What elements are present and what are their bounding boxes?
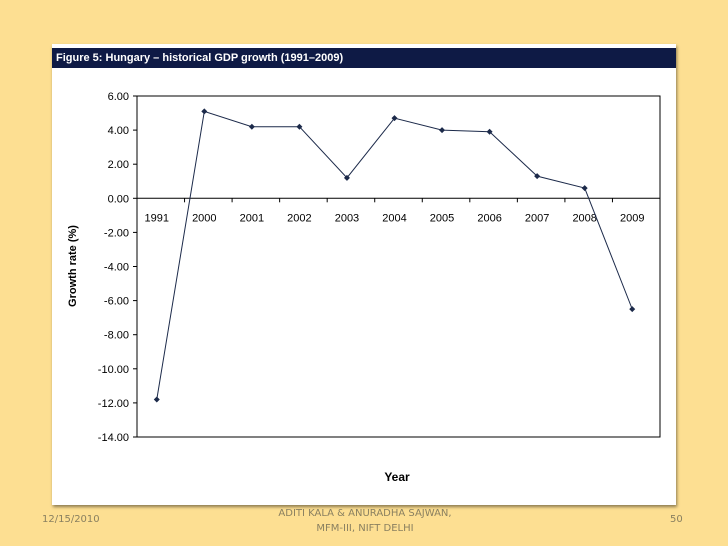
y-tick-label: 2.00 [108, 159, 129, 171]
y-tick-label: 4.00 [108, 125, 129, 137]
y-tick-label: 0.00 [108, 193, 129, 205]
x-tick-label: 2002 [287, 212, 311, 224]
y-tick-label: -12.00 [98, 398, 129, 410]
data-point-1991 [153, 396, 160, 403]
y-tick-label: -6.00 [104, 296, 129, 308]
footer-page-number: 50 [670, 514, 683, 525]
x-axis-label: Year [384, 470, 410, 484]
x-tick-label: 2001 [240, 212, 264, 224]
x-tick-label: 2005 [430, 212, 454, 224]
footer-date: 12/15/2010 [42, 514, 100, 525]
x-tick-label: 2000 [192, 212, 216, 224]
y-tick-label: -4.00 [104, 262, 129, 274]
y-tick-label: -10.00 [98, 364, 129, 376]
data-point-2005 [439, 127, 446, 134]
x-tick-label: 2009 [620, 212, 644, 224]
footer-author-line1: ADITI KALA & ANURADHA SAJWAN, [278, 508, 452, 519]
x-tick-label: 2006 [477, 212, 501, 224]
data-point-2004 [391, 115, 398, 122]
data-point-2006 [486, 128, 493, 135]
y-tick-label: -2.00 [104, 227, 129, 239]
y-tick-label: -8.00 [104, 330, 129, 342]
chart-title: Figure 5: Hungary – historical GDP growt… [52, 48, 676, 68]
footer-author-line2: MFM-III, NIFT DELHI [316, 523, 414, 534]
data-point-2007 [534, 173, 541, 180]
x-tick-label: 2007 [525, 212, 549, 224]
series-line [156, 110, 633, 400]
plot-frame [136, 95, 661, 438]
data-point-2009 [629, 306, 636, 313]
data-point-2002 [296, 123, 303, 130]
slide-content-panel [52, 44, 676, 505]
x-tick-label: 2003 [335, 212, 359, 224]
y-axis-label: Growth rate (%) [67, 225, 79, 307]
x-tick-label: 2004 [382, 212, 406, 224]
data-point-2001 [248, 123, 255, 130]
y-tick-label: 6.00 [108, 91, 129, 103]
y-tick-label: -14.00 [98, 432, 129, 444]
x-tick-label: 2008 [572, 212, 596, 224]
footer-author: ADITI KALA & ANURADHA SAJWAN, MFM-III, N… [240, 506, 490, 536]
data-point-2000 [201, 108, 208, 115]
x-tick-label: 1991 [145, 212, 169, 224]
data-point-2008 [581, 185, 588, 192]
data-point-2003 [343, 174, 350, 181]
